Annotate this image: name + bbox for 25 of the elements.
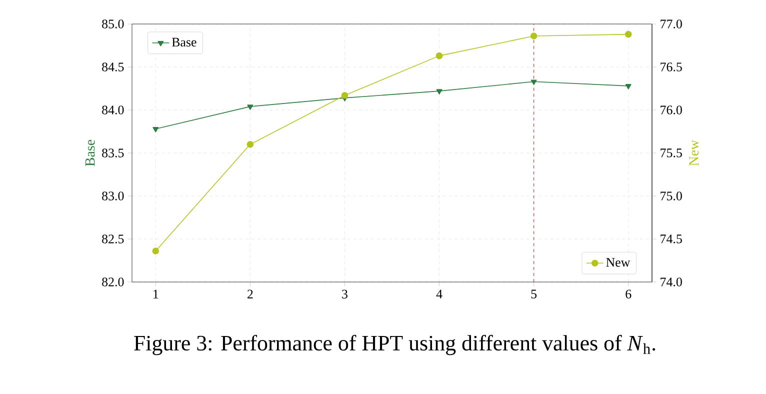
y2-tick-label: 76.5 bbox=[660, 62, 682, 72]
y2-tick-label: 74.5 bbox=[660, 234, 682, 244]
x-tick-label: 3 bbox=[342, 290, 348, 298]
y-axis-title: Base bbox=[85, 140, 95, 166]
x-tick-label: 1 bbox=[154, 290, 158, 298]
y2-tick-label: 77.0 bbox=[660, 20, 682, 28]
y-tick-label: 84.5 bbox=[102, 62, 124, 72]
x-tick-label: 2 bbox=[248, 290, 253, 298]
y2-tick-label: 76.0 bbox=[660, 106, 682, 114]
x-tick-label: 6 bbox=[626, 290, 632, 298]
y2-tick-label: 75.5 bbox=[660, 148, 682, 158]
x-tick-label: 5 bbox=[531, 290, 537, 298]
x-tick-label: 4 bbox=[436, 290, 442, 298]
y2-tick-label: 75.0 bbox=[660, 192, 682, 200]
y-tick-label: 85.0 bbox=[102, 20, 124, 28]
y-tick-label: 83.0 bbox=[102, 192, 124, 200]
y-tick-label: 84.0 bbox=[102, 106, 124, 114]
y-tick-label: 83.5 bbox=[102, 148, 124, 158]
y2-axis-title: New bbox=[689, 140, 699, 166]
y-tick-label: 82.0 bbox=[102, 278, 124, 286]
legend-label: New bbox=[606, 258, 630, 267]
y-tick-label: 82.5 bbox=[102, 234, 124, 244]
caption: Figure 3: Performance of HPT using different values of N$_{h}$. bbox=[134, 334, 656, 356]
legend-label: Base bbox=[172, 38, 196, 47]
y2-tick-label: 74.0 bbox=[660, 278, 682, 286]
